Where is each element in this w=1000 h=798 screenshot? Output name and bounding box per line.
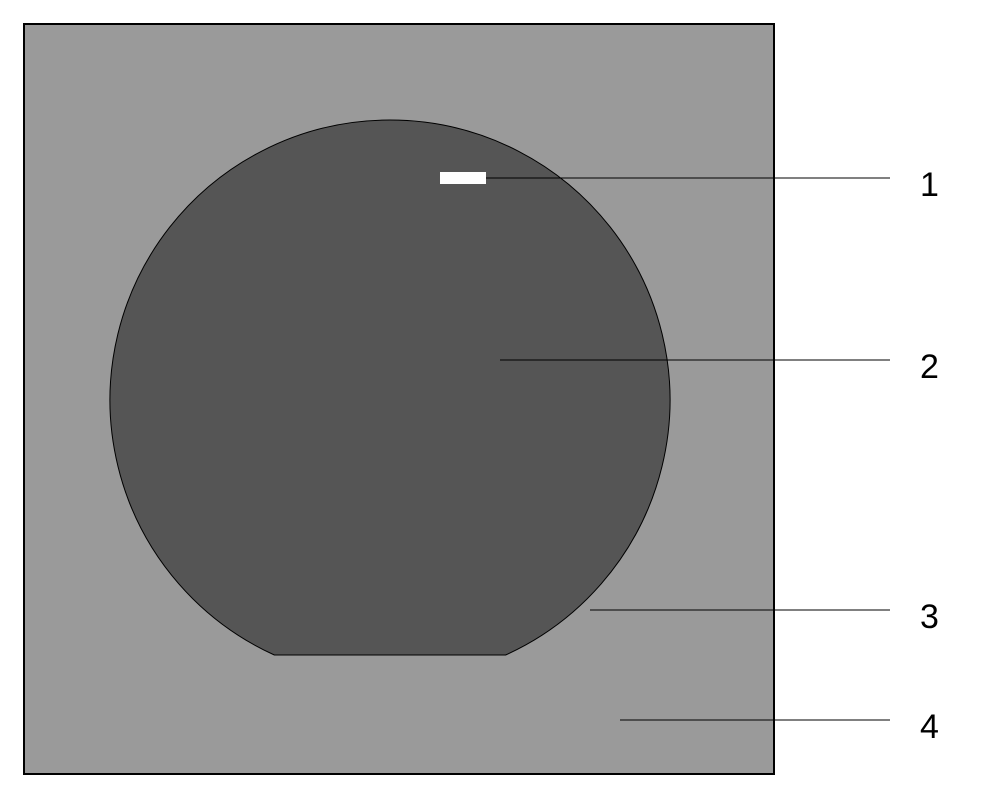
callout-label-1: 1 — [920, 166, 939, 205]
callout-label-3: 3 — [920, 598, 939, 637]
wafer-shape — [110, 120, 670, 655]
diagram-container: 1 2 3 4 — [20, 20, 980, 778]
callout-label-4: 4 — [920, 708, 939, 747]
diagram-svg — [20, 20, 980, 778]
callout-label-2: 2 — [920, 348, 939, 387]
slit-marker — [440, 172, 486, 184]
